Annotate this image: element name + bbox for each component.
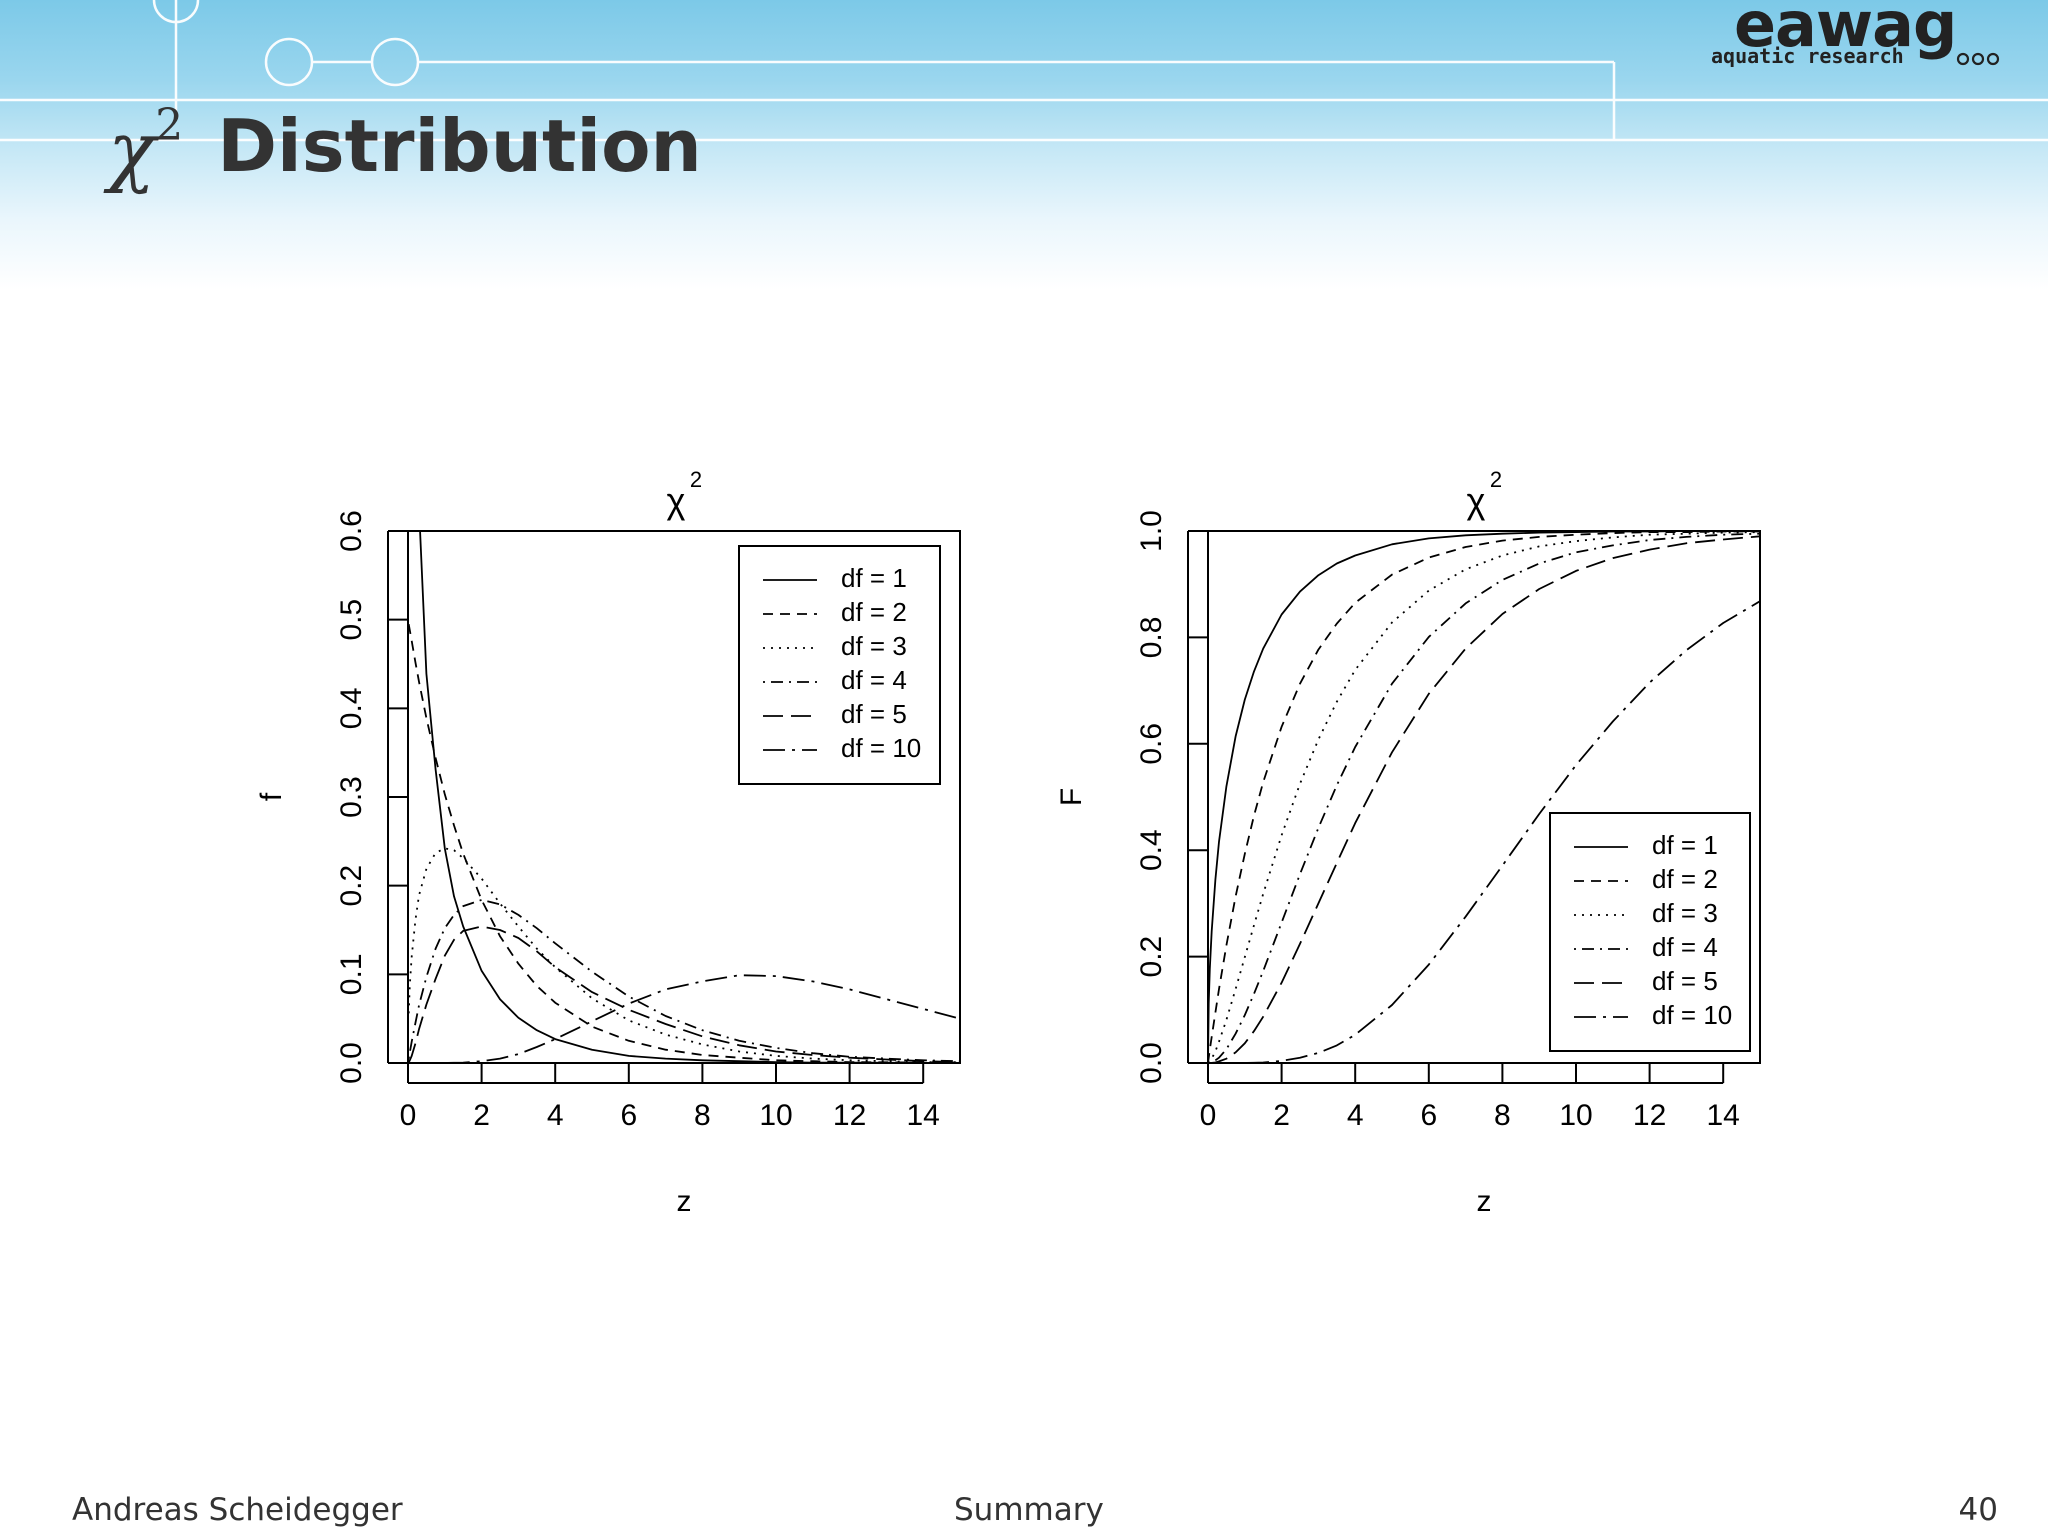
x-tick-label: 0 xyxy=(1200,1099,1217,1132)
legend-label: df = 10 xyxy=(1652,1000,1732,1030)
y-tick-label: 1.0 xyxy=(1135,510,1168,552)
chart-title-power: 2 xyxy=(1490,467,1502,492)
legend-label: df = 4 xyxy=(1652,932,1718,962)
chart-title-symbol: χ xyxy=(1467,480,1486,521)
series-line-5 xyxy=(409,927,960,1063)
legend-label: df = 5 xyxy=(1652,966,1718,996)
y-axis-label: f xyxy=(255,792,288,801)
chart-title-symbol: χ xyxy=(667,480,686,521)
y-tick-label: 0.0 xyxy=(1135,1042,1168,1084)
x-tick-label: 8 xyxy=(1494,1099,1511,1132)
x-tick-label: 10 xyxy=(759,1099,792,1132)
chart-legend: df = 1 df = 2 df = 3 df = 4 df = 5 df = 10 xyxy=(1550,813,1750,1051)
y-axis-label: F xyxy=(1055,788,1088,806)
legend-label: df = 10 xyxy=(841,733,921,763)
legend-label: df = 3 xyxy=(1652,898,1718,928)
y-tick-label: 0.2 xyxy=(335,865,368,907)
footer-author: Andreas Scheidegger xyxy=(72,1492,403,1528)
y-tick-label: 0.0 xyxy=(335,1042,368,1084)
chart-legend: df = 1 df = 2 df = 3 df = 4 df = 5 df = 10 xyxy=(739,546,940,784)
x-tick-label: 6 xyxy=(620,1099,637,1132)
footer-section: Summary xyxy=(954,1492,1104,1528)
x-tick-label: 0 xyxy=(400,1099,417,1132)
x-tick-label: 8 xyxy=(694,1099,711,1132)
y-tick-label: 0.8 xyxy=(1135,617,1168,659)
y-tick-label: 0.6 xyxy=(335,510,368,552)
x-axis-label: z xyxy=(677,1185,692,1218)
legend-label: df = 5 xyxy=(841,699,907,729)
x-tick-label: 10 xyxy=(1559,1099,1592,1132)
x-tick-label: 14 xyxy=(907,1099,940,1132)
y-tick-label: 0.3 xyxy=(335,776,368,818)
x-tick-label: 2 xyxy=(1273,1099,1290,1132)
y-tick-label: 0.4 xyxy=(1135,829,1168,871)
legend-label: df = 2 xyxy=(1652,864,1718,894)
y-tick-label: 0.6 xyxy=(1135,723,1168,765)
y-tick-label: 0.2 xyxy=(1135,936,1168,978)
x-tick-label: 4 xyxy=(1347,1099,1364,1132)
footer: Andreas Scheidegger Summary 40 xyxy=(0,1486,2048,1530)
x-tick-label: 14 xyxy=(1707,1099,1740,1132)
series-line-4 xyxy=(409,900,960,1061)
y-tick-label: 0.5 xyxy=(335,599,368,641)
y-tick-label: 0.1 xyxy=(335,953,368,995)
legend-label: df = 2 xyxy=(841,597,907,627)
x-tick-label: 12 xyxy=(833,1099,866,1132)
y-tick-label: 0.4 xyxy=(335,687,368,729)
legend-label: df = 3 xyxy=(841,631,907,661)
legend-label: df = 4 xyxy=(841,665,907,695)
x-axis-label: z xyxy=(1477,1185,1492,1218)
x-tick-label: 12 xyxy=(1633,1099,1666,1132)
footer-page-number: 40 xyxy=(1959,1492,1998,1528)
chart-title-power: 2 xyxy=(690,467,702,492)
series-line-6 xyxy=(409,975,960,1063)
legend-label: df = 1 xyxy=(1652,830,1718,860)
legend-label: df = 1 xyxy=(841,563,907,593)
x-tick-label: 6 xyxy=(1420,1099,1437,1132)
x-tick-label: 4 xyxy=(547,1099,564,1132)
x-tick-label: 2 xyxy=(473,1099,490,1132)
